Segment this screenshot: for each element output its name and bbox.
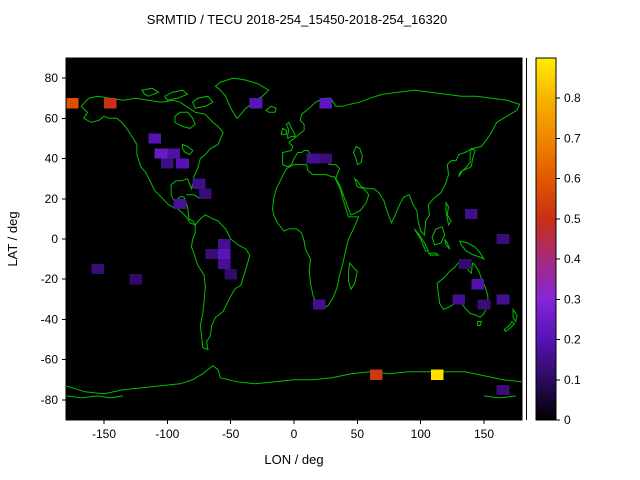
- coastline-philippines: [445, 201, 452, 227]
- coastline-britain: [285, 121, 296, 140]
- y-tick-label: 60: [45, 111, 59, 125]
- heatmap-cell: [104, 98, 117, 109]
- x-axis-label: LON / deg: [264, 452, 323, 467]
- chart-title: SRMTID / TECU 2018-254_15450-2018-254_16…: [147, 12, 447, 27]
- y-tick-label: -80: [41, 393, 59, 407]
- y-tick-label: 20: [45, 192, 59, 206]
- colorbar-tick-label: 0.7: [564, 131, 581, 145]
- colorbar-tick-label: 0: [564, 413, 571, 427]
- colorbar-frame: [535, 57, 557, 421]
- heatmap-cell: [319, 98, 332, 109]
- coastline-cuba: [186, 194, 201, 200]
- coastline-hudson-bay: [174, 111, 196, 129]
- heatmap-cell: [218, 249, 231, 260]
- heatmap-cell: [218, 259, 231, 270]
- heatmap-cell: [465, 208, 478, 219]
- coastline-australia: [436, 260, 489, 319]
- heatmap-cell: [129, 274, 142, 285]
- y-axis-label: LAT / deg: [5, 211, 20, 266]
- heatmap-cell: [370, 369, 383, 380]
- heatmap-cell: [458, 259, 472, 270]
- heatmap-cell: [477, 299, 491, 310]
- coastline-north-america: [80, 95, 224, 226]
- coastline-new-zealand-south: [503, 320, 516, 333]
- y-tick-label: -20: [41, 272, 59, 286]
- heatmap-cell: [192, 178, 206, 189]
- y-tick-label: 40: [45, 152, 59, 166]
- coastline-sulawesi: [444, 238, 451, 250]
- coastlines: [66, 77, 522, 399]
- plot-layer: -150 -100 -50 0 50 100 150 -80 -60 -40 -20 0 20 40 60 8…: [41, 57, 581, 441]
- x-tick-label: -50: [222, 427, 240, 441]
- colorbar-tick-label: 0.2: [564, 333, 581, 347]
- x-tick-label: 0: [291, 427, 298, 441]
- heatmap-cell: [452, 294, 465, 305]
- coastline-arctic-islands-east: [164, 89, 189, 101]
- heatmap-cell: [496, 384, 510, 395]
- coastline-antarctica-shelf-east: [483, 395, 516, 399]
- y-tick-label: 80: [45, 71, 59, 85]
- colorbar-tick-label: 0.6: [564, 172, 581, 186]
- heatmap-cell: [161, 158, 174, 169]
- heatmap-cell: [199, 188, 212, 199]
- coastline-ireland: [280, 127, 287, 135]
- y-tick-label: -40: [41, 312, 59, 326]
- coastline-sumatra: [413, 228, 430, 252]
- coastline-madagascar: [348, 261, 358, 291]
- coastline-tasmania: [477, 321, 483, 326]
- heatmap-cell: [313, 299, 326, 310]
- colorbar-tick-label: 0.5: [564, 212, 581, 226]
- colorbar: [536, 58, 556, 420]
- x-tick-label: 150: [474, 427, 494, 441]
- heatmap-cell: [319, 153, 332, 164]
- plot-area: [66, 58, 522, 420]
- coastline-new-zealand-north: [512, 307, 518, 323]
- coastline-africa: [271, 164, 360, 311]
- heatmap-cell: [218, 239, 231, 250]
- coastline-iceland: [265, 105, 277, 113]
- heatmap-cell: [224, 269, 237, 280]
- heatmap-cell: [176, 158, 189, 169]
- coastline-great-lakes: [182, 143, 194, 156]
- coastline-java: [426, 252, 440, 256]
- heatmap-cell: [66, 98, 79, 109]
- y-tick-label: 0: [51, 232, 58, 246]
- heatmap-cell: [306, 153, 320, 164]
- colorbar-tick-label: 0.1: [564, 373, 581, 387]
- colorbar-tick-label: 0.8: [564, 91, 581, 105]
- heatmap-cell: [167, 148, 180, 159]
- coastline-baffin: [192, 95, 214, 109]
- colorbar-tick-label: 0.3: [564, 292, 581, 306]
- x-tick-label: -150: [92, 427, 116, 441]
- coastline-new-guinea: [459, 240, 486, 261]
- colorbar-tick-label: 0.4: [564, 252, 581, 266]
- heatmap-cell: [249, 98, 263, 109]
- heatmap-cell: [154, 148, 168, 159]
- x-tick-label: 100: [411, 427, 431, 441]
- heatmap-cell: [148, 133, 161, 144]
- heatmap-cell: [496, 294, 510, 305]
- heatmap-cell: [430, 369, 444, 380]
- heatmap-cell: [205, 249, 218, 260]
- x-tick-label: 50: [351, 427, 365, 441]
- coastline-caspian-sea: [352, 145, 363, 166]
- coastline-japan: [458, 147, 476, 177]
- heatmap-cell: [173, 198, 187, 209]
- heatmap-cells: [66, 98, 510, 395]
- heatmap-cell: [471, 279, 484, 290]
- y-tick-label: -60: [41, 353, 59, 367]
- coastline-arctic-islands-west: [141, 87, 160, 97]
- coastline-antarctica-shelf-west: [66, 395, 124, 399]
- coastline-south-america: [190, 214, 251, 351]
- heatmap-cell: [496, 234, 510, 245]
- coastline-borneo: [431, 226, 446, 246]
- x-tick-label: -100: [155, 427, 179, 441]
- heatmap-cell: [91, 264, 104, 275]
